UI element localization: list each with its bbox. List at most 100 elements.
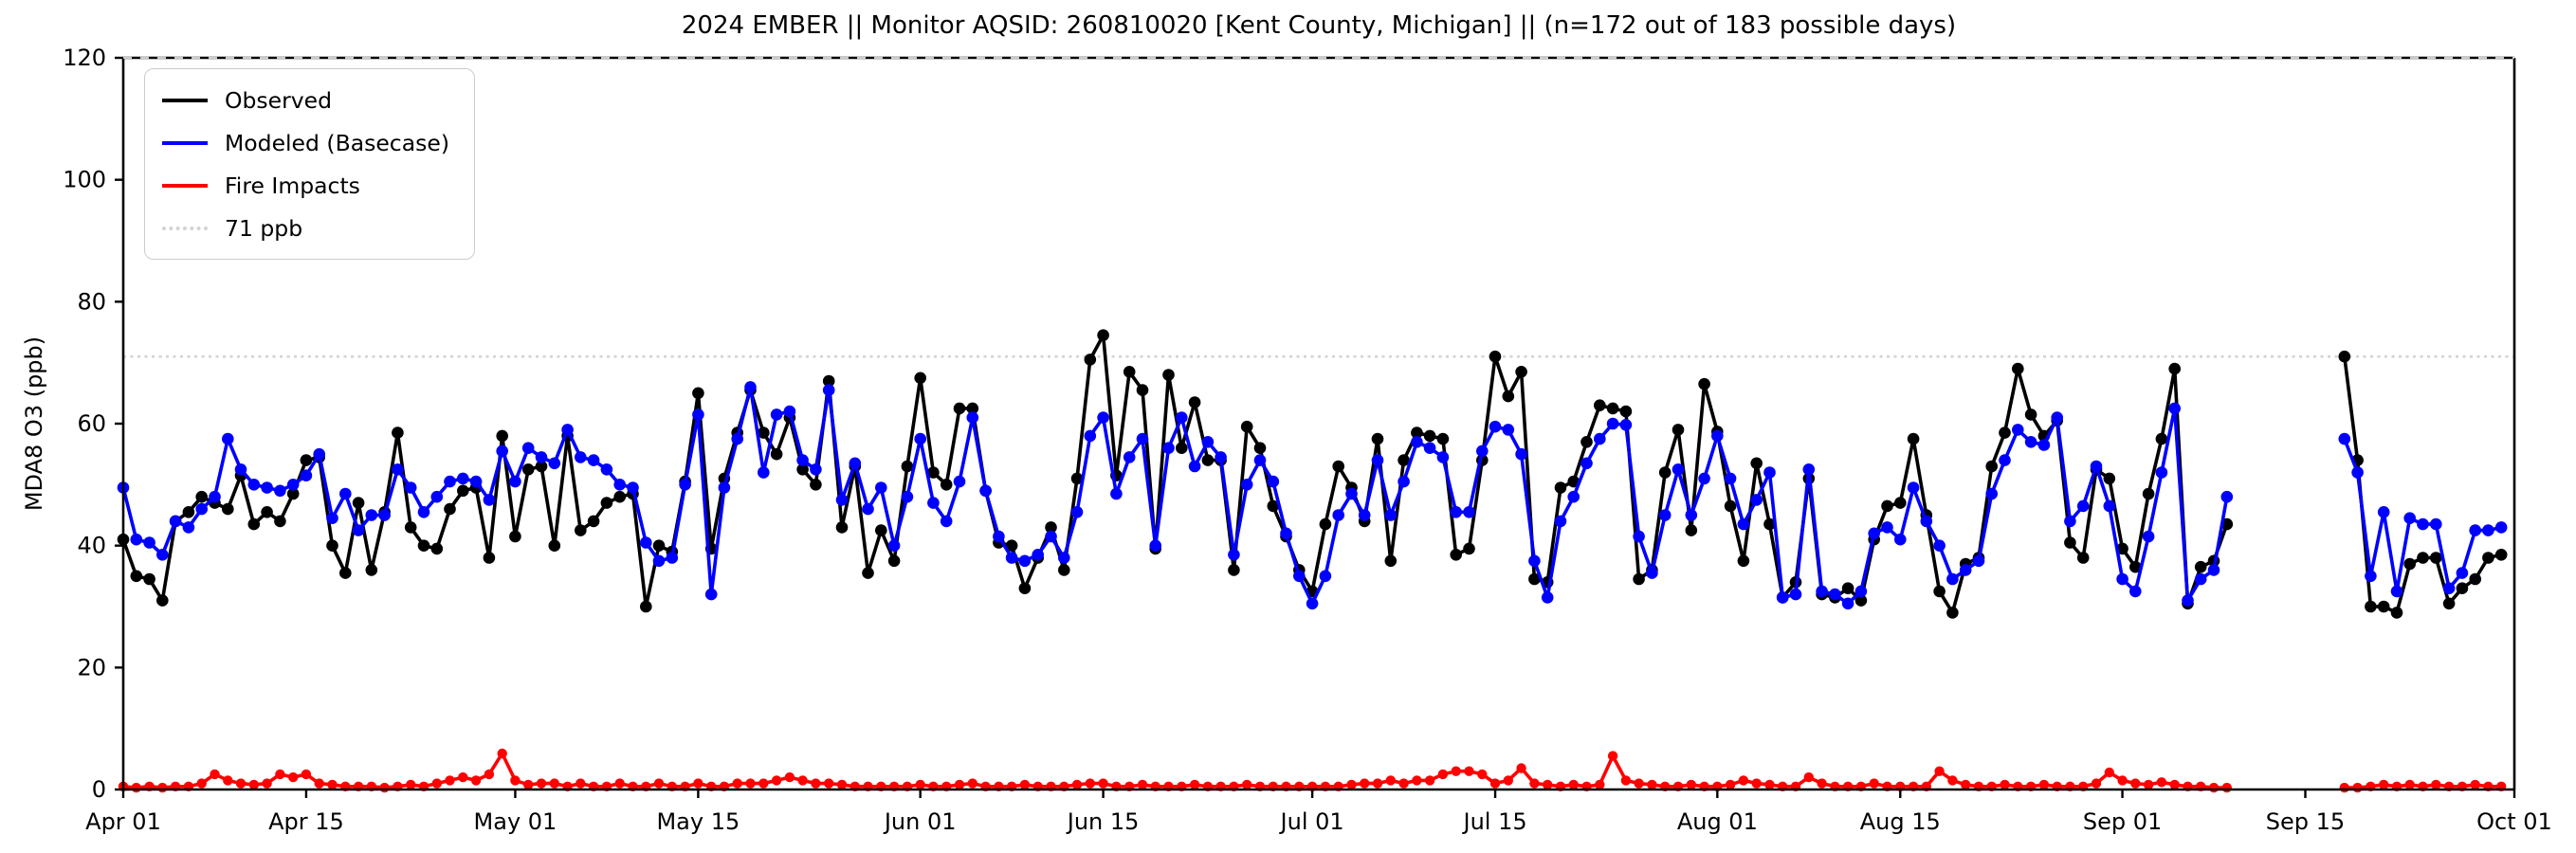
data-point	[914, 432, 926, 445]
data-point	[1371, 454, 1384, 466]
data-point	[417, 506, 430, 518]
data-point	[875, 481, 887, 494]
data-point	[235, 778, 247, 789]
y-tick-label: 80	[77, 288, 106, 315]
data-point	[339, 567, 352, 579]
legend: Observed Modeled (Basecase) Fire Impacts…	[144, 68, 475, 260]
data-point	[1554, 515, 1567, 528]
data-point	[1489, 420, 1502, 433]
data-point	[887, 539, 901, 552]
y-tick-label: 40	[77, 533, 106, 559]
data-point	[1633, 530, 1645, 543]
data-point	[497, 748, 507, 759]
data-point	[953, 402, 966, 415]
data-point	[2417, 517, 2429, 531]
data-point	[1961, 779, 1971, 790]
data-point	[1176, 411, 1188, 424]
data-point	[2430, 552, 2442, 564]
data-point	[275, 769, 285, 780]
data-point	[1240, 420, 1253, 433]
data-point	[2352, 782, 2363, 793]
data-point	[2116, 542, 2128, 555]
data-point	[392, 426, 404, 439]
data-point	[1594, 432, 1606, 445]
data-point	[2130, 778, 2141, 789]
data-point	[1228, 564, 1240, 576]
data-point	[1516, 763, 1526, 773]
data-point	[523, 779, 534, 790]
data-point	[1894, 533, 1907, 546]
data-point	[2169, 779, 2180, 790]
data-point	[2103, 499, 2116, 513]
data-point	[652, 539, 666, 552]
data-point	[1058, 552, 1070, 564]
data-point	[326, 539, 338, 552]
data-point	[1358, 509, 1371, 521]
data-point	[1528, 554, 1541, 568]
data-point	[1360, 778, 1370, 789]
data-point	[248, 779, 259, 790]
data-point	[1738, 775, 1749, 786]
data-point	[1529, 778, 1540, 789]
data-point	[758, 466, 770, 479]
data-point	[2431, 779, 2441, 790]
data-point	[314, 778, 324, 789]
data-point	[953, 475, 966, 488]
data-point	[1854, 594, 1868, 607]
data-point	[1045, 521, 1057, 534]
data-point	[1972, 554, 1985, 568]
data-point	[1737, 517, 1750, 531]
data-point	[509, 530, 521, 543]
data-point	[1070, 472, 1084, 485]
data-point	[915, 779, 925, 790]
data-point	[2038, 779, 2050, 790]
data-point	[1240, 479, 1253, 491]
data-point	[1019, 779, 1031, 790]
data-point	[1607, 751, 1618, 761]
data-point	[1541, 591, 1554, 604]
data-point	[1620, 775, 1632, 786]
data-point	[1633, 572, 1645, 586]
x-tick-label: Jun 01	[883, 808, 957, 835]
data-point	[1698, 472, 1710, 485]
data-point	[483, 552, 496, 564]
data-point	[404, 481, 417, 494]
data-point	[1803, 771, 1815, 783]
data-point	[822, 384, 835, 396]
data-point	[771, 775, 782, 786]
data-point	[718, 481, 731, 494]
threshold-dotted-line-icon	[162, 226, 208, 230]
data-point	[1176, 442, 1188, 455]
data-point	[210, 769, 220, 780]
data-point	[1672, 424, 1685, 436]
data-point	[2000, 779, 2010, 790]
data-point	[496, 445, 508, 458]
data-point	[1253, 442, 1267, 455]
data-point	[1319, 517, 1332, 531]
data-point	[1412, 775, 1422, 786]
data-point	[2194, 560, 2207, 573]
data-point	[2379, 779, 2389, 790]
data-point	[548, 539, 561, 552]
data-point	[2403, 512, 2416, 524]
data-point	[2351, 466, 2364, 479]
data-point	[1451, 766, 1461, 776]
data-point	[1580, 457, 1593, 470]
data-point	[1920, 515, 1933, 528]
data-point	[352, 497, 365, 509]
legend-label-fire: Fire Impacts	[225, 172, 360, 199]
data-point	[1085, 778, 1096, 789]
data-point	[300, 454, 313, 466]
data-point	[810, 479, 822, 491]
data-point	[339, 487, 352, 500]
data-point	[548, 457, 561, 470]
data-point	[1215, 451, 1227, 463]
series-observed	[117, 329, 2508, 619]
data-point	[1058, 564, 1070, 576]
legend-item-threshold: 71 ppb	[162, 207, 449, 249]
data-point	[2377, 600, 2390, 613]
data-point	[2064, 536, 2076, 549]
data-point	[2024, 408, 2037, 421]
data-point	[613, 479, 626, 491]
